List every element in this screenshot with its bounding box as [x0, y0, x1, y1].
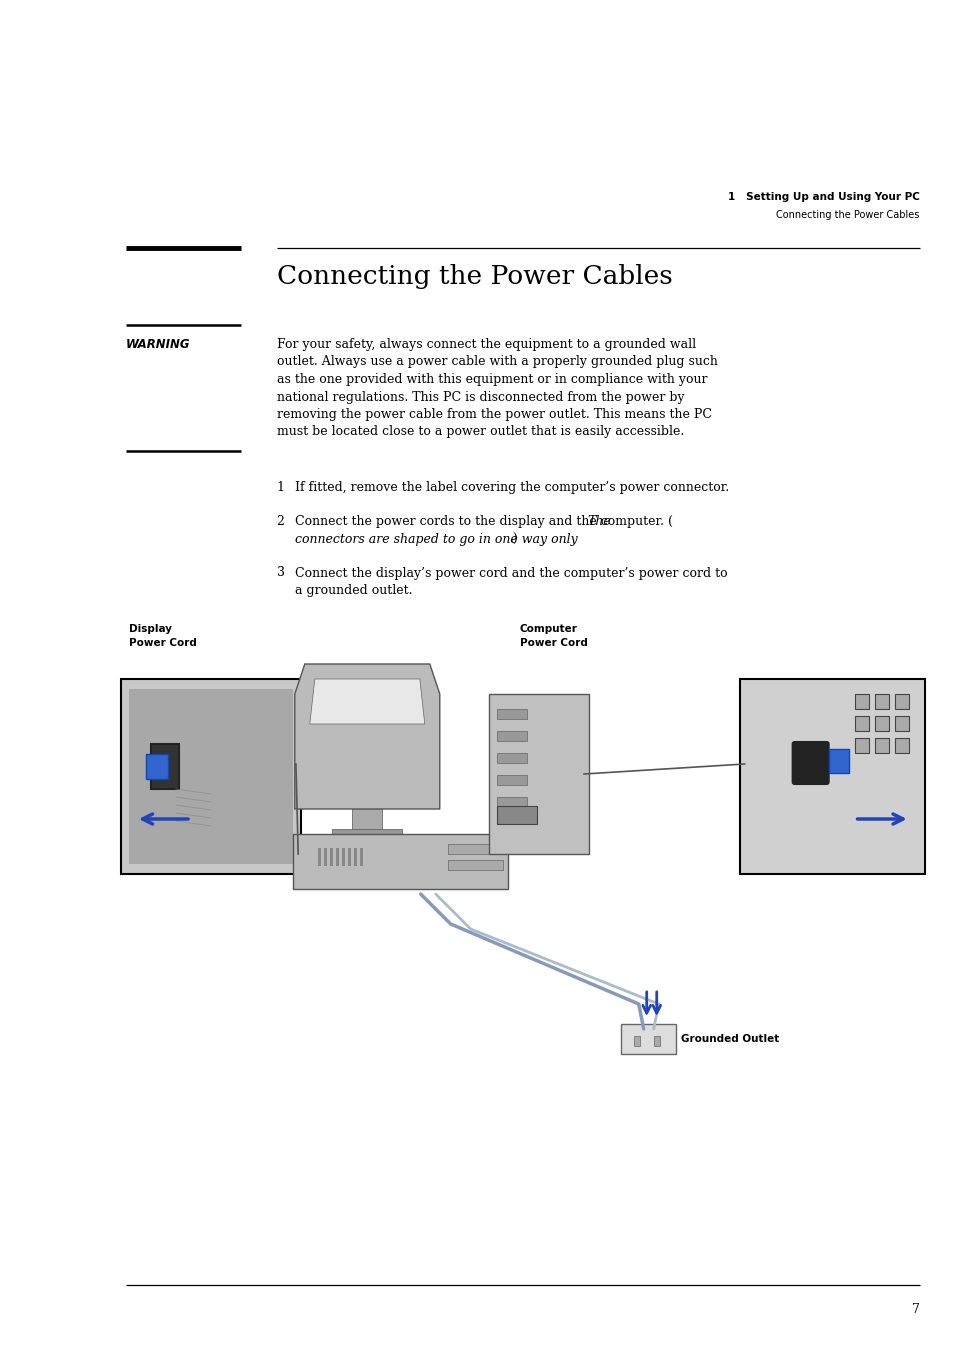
Bar — [620, 1024, 676, 1054]
Bar — [497, 709, 526, 719]
Bar — [633, 1036, 639, 1046]
Bar — [146, 754, 168, 780]
Bar — [497, 731, 526, 740]
Text: Power Cord: Power Cord — [519, 638, 587, 648]
Polygon shape — [294, 663, 439, 809]
Bar — [854, 694, 868, 709]
Bar — [151, 744, 179, 789]
Text: Connecting the Power Cables: Connecting the Power Cables — [776, 209, 919, 220]
Bar — [497, 753, 526, 763]
Bar — [874, 694, 888, 709]
Text: a grounded outlet.: a grounded outlet. — [294, 584, 412, 597]
Polygon shape — [310, 680, 424, 724]
Bar — [653, 1036, 659, 1046]
Text: 3: 3 — [276, 566, 284, 580]
Bar — [894, 716, 907, 731]
Bar — [335, 848, 339, 866]
Bar — [828, 748, 848, 773]
Bar — [489, 694, 588, 854]
Bar — [497, 807, 537, 824]
Text: WARNING: WARNING — [126, 338, 191, 351]
Text: For your safety, always connect the equipment to a grounded wall: For your safety, always connect the equi… — [276, 338, 695, 351]
Text: Connect the power cords to the display and the computer. (: Connect the power cords to the display a… — [294, 515, 672, 528]
Text: 7: 7 — [911, 1302, 919, 1316]
Bar — [894, 738, 907, 753]
Text: Connect the display’s power cord and the computer’s power cord to: Connect the display’s power cord and the… — [294, 566, 726, 580]
Bar — [332, 830, 402, 838]
Text: must be located close to a power outlet that is easily accessible.: must be located close to a power outlet … — [276, 426, 683, 439]
Bar — [894, 694, 907, 709]
Text: outlet. Always use a power cable with a properly grounded plug such: outlet. Always use a power cable with a … — [276, 355, 717, 369]
Bar — [854, 716, 868, 731]
Text: connectors are shaped to go in one way only: connectors are shaped to go in one way o… — [294, 532, 577, 546]
Bar — [352, 809, 382, 839]
Bar — [874, 738, 888, 753]
Text: Grounded Outlet: Grounded Outlet — [680, 1034, 779, 1044]
Bar — [121, 680, 300, 874]
Text: 1   Setting Up and Using Your PC: 1 Setting Up and Using Your PC — [727, 192, 919, 203]
Text: 2: 2 — [276, 515, 284, 528]
Text: removing the power cable from the power outlet. This means the PC: removing the power cable from the power … — [276, 408, 711, 422]
Bar — [497, 775, 526, 785]
Bar — [348, 848, 351, 866]
Bar — [354, 848, 356, 866]
Bar — [360, 848, 363, 866]
Bar — [324, 848, 327, 866]
Bar — [874, 716, 888, 731]
Text: Display: Display — [129, 624, 172, 634]
Text: Connecting the Power Cables: Connecting the Power Cables — [276, 263, 672, 289]
Text: Power Cord: Power Cord — [129, 638, 196, 648]
Text: The: The — [587, 515, 611, 528]
FancyBboxPatch shape — [792, 742, 828, 784]
Bar — [129, 689, 293, 865]
Bar — [497, 797, 526, 807]
Bar — [854, 738, 868, 753]
Text: as the one provided with this equipment or in compliance with your: as the one provided with this equipment … — [276, 373, 706, 386]
Bar — [739, 680, 923, 874]
Bar — [330, 848, 333, 866]
Text: national regulations. This PC is disconnected from the power by: national regulations. This PC is disconn… — [276, 390, 683, 404]
Text: .): .) — [509, 532, 517, 546]
Text: Computer: Computer — [519, 624, 578, 634]
Text: If fitted, remove the label covering the computer’s power connector.: If fitted, remove the label covering the… — [294, 481, 728, 494]
Bar — [318, 848, 321, 866]
Bar — [448, 844, 502, 854]
Bar — [293, 834, 508, 889]
Text: 1: 1 — [276, 481, 284, 494]
Bar — [342, 848, 345, 866]
Bar — [448, 861, 502, 870]
